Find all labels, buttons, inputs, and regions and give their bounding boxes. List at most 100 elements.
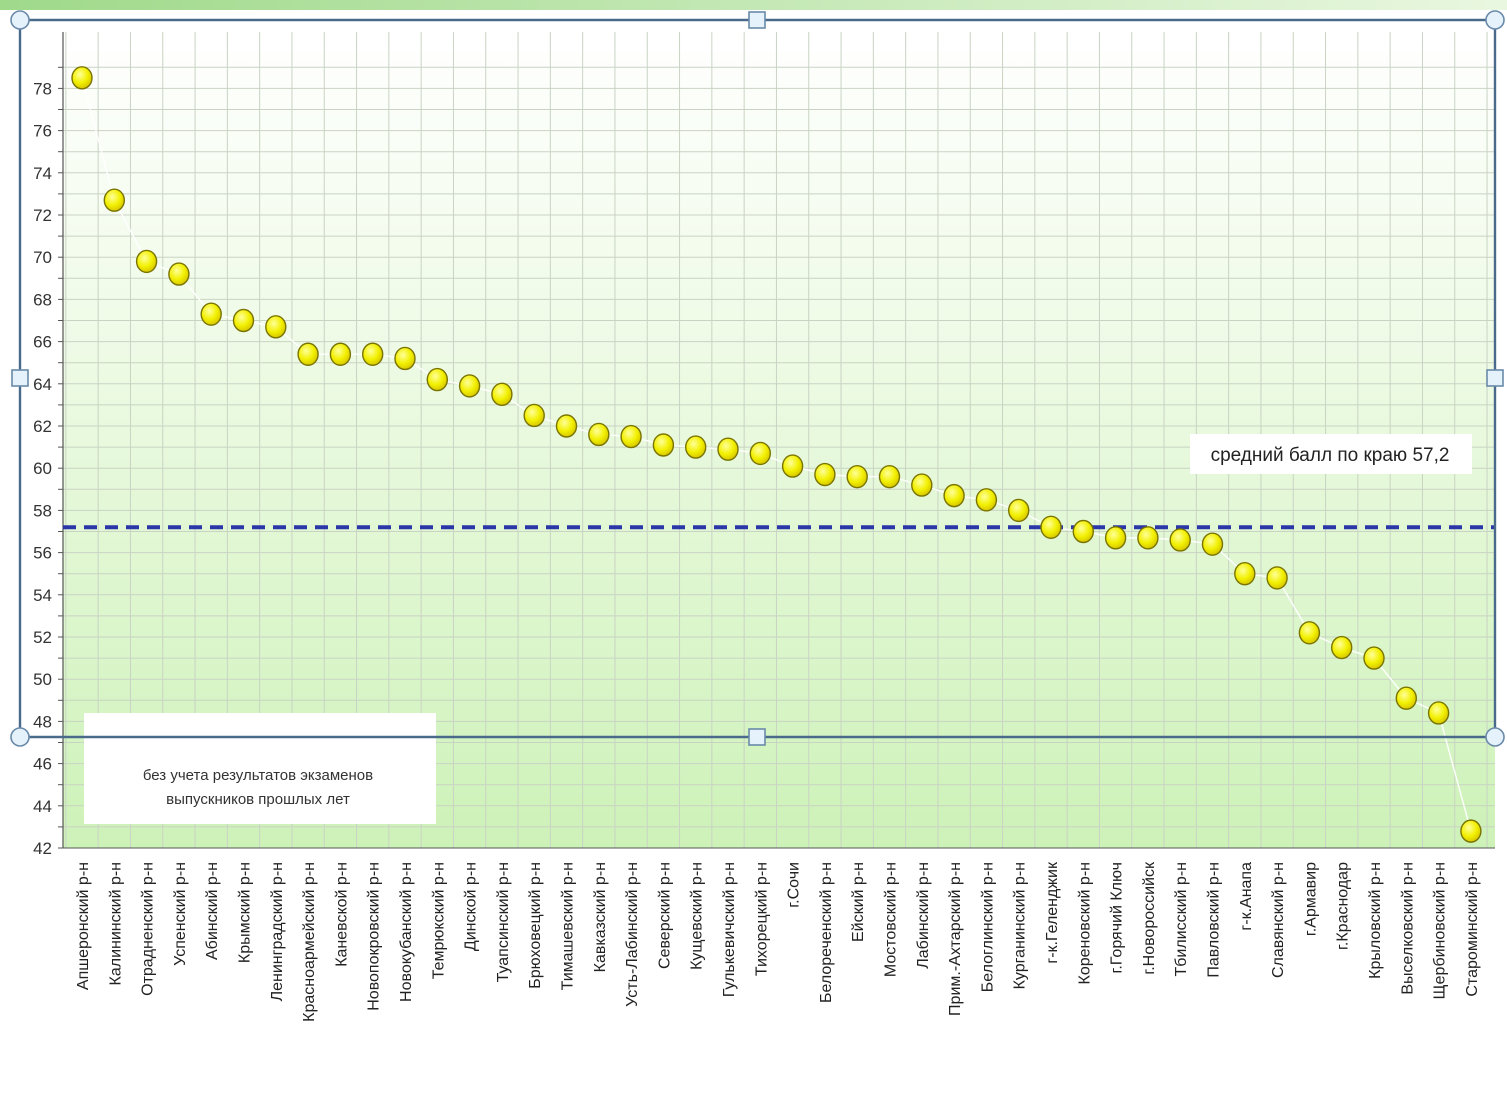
x-tick-label: г.Краснодар bbox=[1335, 862, 1352, 950]
resize-handle-bottom-left[interactable] bbox=[10, 727, 30, 747]
data-point bbox=[588, 422, 610, 447]
data-point bbox=[1169, 528, 1191, 552]
data-point bbox=[814, 462, 836, 487]
horizontal-gridlines bbox=[63, 66, 1495, 849]
x-tick-label: г.Горячий Ключ bbox=[1109, 862, 1126, 974]
data-point bbox=[878, 464, 901, 489]
data-point bbox=[975, 488, 998, 512]
x-tick-label: Тимашевский р-н bbox=[560, 862, 577, 990]
x-tick-label: Выселковский р-н bbox=[1399, 862, 1416, 995]
resize-handle-left[interactable] bbox=[11, 369, 29, 387]
annotation-box bbox=[84, 713, 436, 824]
x-tick-label: Мостовский р-н bbox=[883, 862, 900, 977]
data-point bbox=[232, 308, 255, 333]
data-point bbox=[458, 374, 481, 398]
y-tick-label: 62 bbox=[33, 417, 52, 436]
annotation-text: без учета результатов экзаменов выпускник… bbox=[143, 767, 373, 808]
x-tick-label: Крымский р-н bbox=[237, 862, 254, 963]
x-tick-label: г.Новороссийск bbox=[1141, 861, 1158, 975]
x-tick-label: Курганинский р-н bbox=[1012, 862, 1029, 989]
mean-label-box bbox=[1190, 434, 1472, 474]
x-tick-label: Кореновский р-н bbox=[1076, 862, 1093, 984]
y-tick-label: 48 bbox=[33, 712, 52, 731]
x-tick-label: Апшеронский р-н bbox=[75, 862, 92, 990]
x-tick-label: Абинский р-н bbox=[204, 862, 221, 960]
x-tick-label: Новокубанский р-н bbox=[398, 862, 415, 1002]
data-point bbox=[1104, 526, 1127, 550]
x-tick-label: Новопокровский р-н bbox=[366, 862, 383, 1011]
x-tick-label: г-к.Геленджик bbox=[1044, 861, 1061, 964]
data-point bbox=[943, 483, 965, 508]
data-point bbox=[426, 367, 448, 392]
data-point bbox=[685, 435, 707, 459]
data-point bbox=[1460, 819, 1482, 843]
x-tick-label: Белоглинский р-н bbox=[979, 862, 996, 992]
data-point bbox=[749, 441, 771, 466]
data-point bbox=[491, 382, 513, 407]
data-points bbox=[71, 66, 1482, 843]
top-strip bbox=[0, 0, 1507, 10]
data-point bbox=[265, 315, 287, 339]
x-tick-label: Калининский р-н bbox=[107, 862, 124, 985]
data-point bbox=[652, 433, 675, 457]
x-tick-label: Северский р-н bbox=[656, 862, 673, 969]
resize-handle-bottom-right[interactable] bbox=[1485, 727, 1505, 747]
data-point bbox=[1363, 646, 1385, 670]
x-tick-label: Каневской р-н bbox=[333, 862, 350, 967]
x-tick-label: Ленинградский р-н bbox=[269, 862, 286, 1001]
y-tick-label: 52 bbox=[33, 628, 52, 647]
resize-handle-right[interactable] bbox=[1486, 369, 1504, 387]
x-tick-label: Староминский р-н bbox=[1464, 862, 1481, 997]
y-tick-label: 68 bbox=[33, 290, 52, 309]
x-tick-label: Туапсинский р-н bbox=[495, 862, 512, 982]
y-tick-label: 54 bbox=[33, 586, 52, 605]
x-tick-label: Ейский р-н bbox=[850, 862, 867, 942]
y-tick-label: 58 bbox=[33, 501, 52, 520]
data-point bbox=[911, 473, 933, 497]
x-tick-label: Кущевский р-н bbox=[689, 862, 706, 970]
y-tick-label: 44 bbox=[33, 797, 52, 816]
data-point bbox=[620, 424, 642, 449]
y-tick-label: 46 bbox=[33, 755, 52, 774]
resize-handle-top-left[interactable] bbox=[10, 10, 30, 30]
y-tick-label: 72 bbox=[33, 206, 52, 225]
data-point bbox=[329, 342, 352, 366]
x-tick-label: Славянский р-н bbox=[1270, 862, 1287, 978]
x-tick-label: г.Сочи bbox=[786, 862, 803, 908]
y-tick-label: 76 bbox=[33, 122, 52, 141]
y-tick-label: 64 bbox=[33, 375, 52, 394]
data-point bbox=[71, 66, 93, 90]
data-point bbox=[362, 342, 384, 366]
x-tick-label: Тихорецкий р-н bbox=[753, 862, 770, 976]
resize-handle-top-right[interactable] bbox=[1485, 10, 1505, 30]
data-point bbox=[1137, 526, 1159, 550]
y-tick-label: 50 bbox=[33, 670, 52, 689]
data-point bbox=[1427, 701, 1450, 725]
data-point bbox=[1234, 562, 1256, 586]
x-tick-label: Прим.-Ахтарский р-н bbox=[947, 862, 964, 1016]
data-point bbox=[1072, 519, 1095, 544]
frame-handles[interactable] bbox=[10, 10, 1505, 747]
data-point bbox=[168, 262, 190, 286]
x-tick-label: Динской р-н bbox=[463, 862, 480, 951]
y-tick-label: 66 bbox=[33, 333, 52, 352]
x-tick-label: Щербиновский р-н bbox=[1432, 862, 1449, 999]
x-tick-label: Отрадненский р-н bbox=[140, 862, 157, 996]
data-point bbox=[103, 188, 126, 212]
data-point bbox=[1201, 532, 1224, 556]
resize-handle-top[interactable] bbox=[748, 11, 766, 29]
x-tick-label: Брюховецкий р-н bbox=[527, 862, 544, 989]
y-tick-label: 70 bbox=[33, 248, 52, 267]
data-point bbox=[1395, 686, 1418, 710]
data-point bbox=[555, 414, 578, 438]
data-point bbox=[1008, 498, 1030, 523]
x-tick-label: Белореченский р-н bbox=[818, 862, 835, 1003]
data-point bbox=[781, 454, 804, 478]
data-point bbox=[297, 342, 319, 366]
x-tick-label: Усть-Лабинский р-н bbox=[624, 862, 641, 1007]
resize-handle-bottom[interactable] bbox=[748, 728, 766, 746]
x-tick-label: г-к.Анапа bbox=[1238, 862, 1255, 931]
x-tick-label: Красноармейский р-н bbox=[301, 862, 318, 1022]
